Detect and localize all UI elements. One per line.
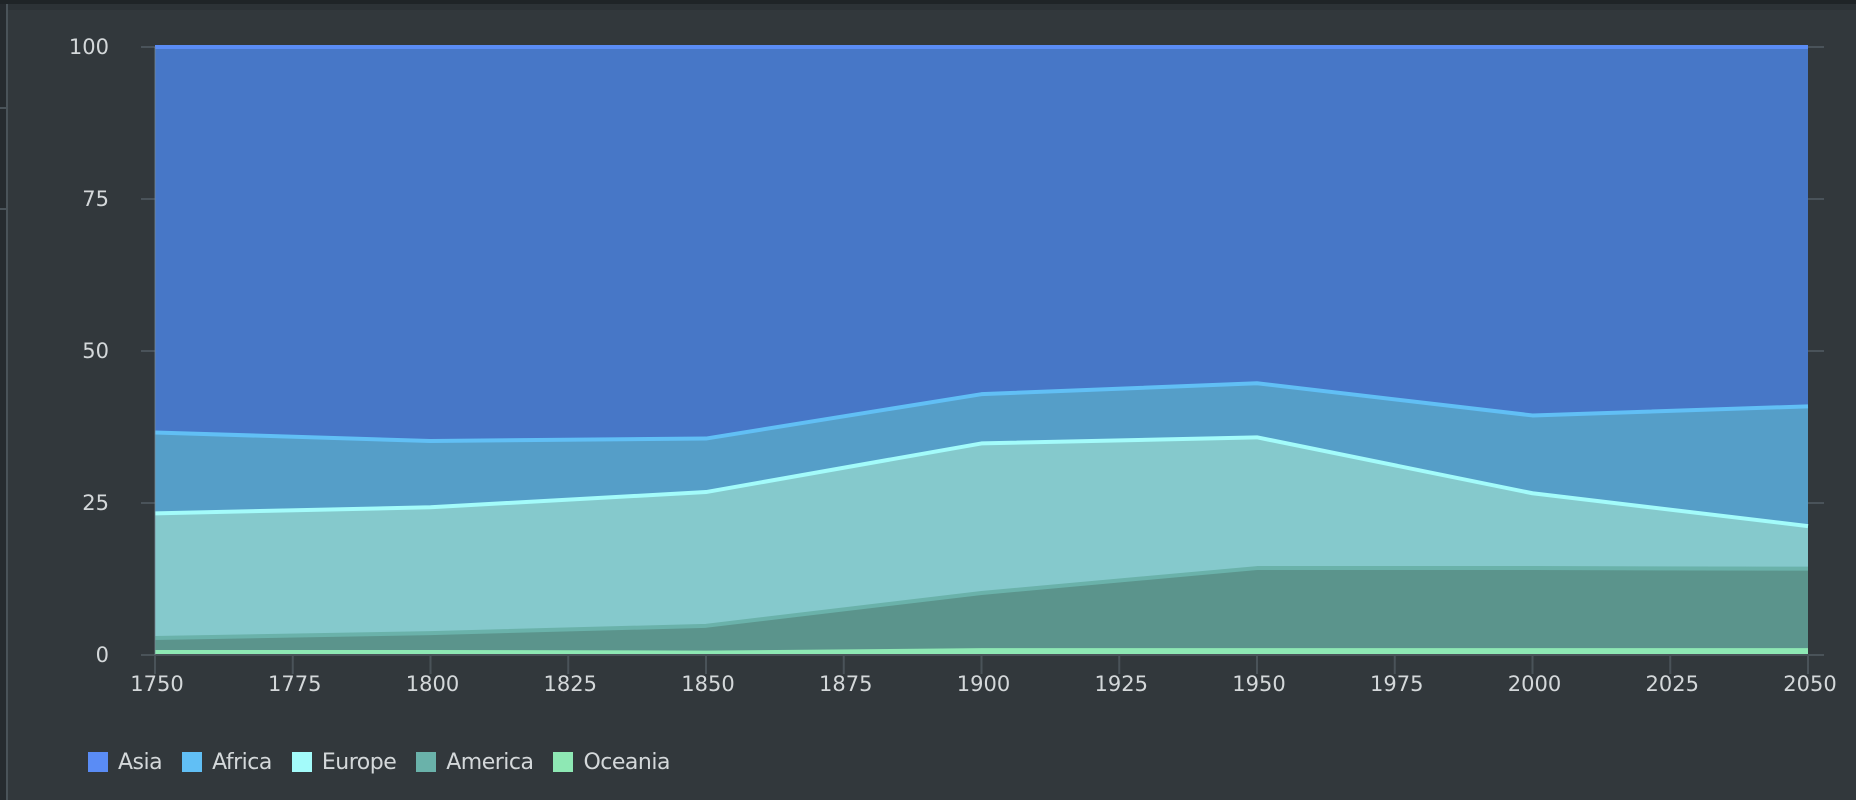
x-tick-label: 2000 — [1508, 672, 1561, 696]
legend-swatch-icon — [182, 752, 203, 772]
legend-label: Africa — [212, 749, 272, 775]
x-tick-label: 1875 — [819, 672, 872, 696]
legend-swatch-icon — [416, 752, 437, 772]
x-tick-label: 1750 — [130, 672, 183, 696]
legend-item-oceania[interactable]: Oceania — [553, 749, 670, 775]
x-tick-label: 1925 — [1095, 672, 1148, 696]
legend-item-america[interactable]: America — [416, 749, 534, 775]
legend-swatch-icon — [88, 752, 108, 772]
window-top-band — [0, 4, 1856, 10]
y-tick-label: 50 — [82, 339, 109, 363]
y-axis-tick-labels: 0 25 50 75 100 — [69, 35, 109, 667]
axes — [141, 47, 1824, 674]
x-tick-label: 1850 — [681, 672, 734, 696]
x-tick-label: 2025 — [1646, 672, 1699, 696]
legend-label: Asia — [118, 749, 163, 775]
x-tick-label: 1900 — [957, 672, 1010, 696]
legend-item-asia[interactable]: Asia — [88, 749, 163, 775]
area-africa[interactable] — [155, 383, 1808, 527]
legend-label: America — [446, 749, 534, 775]
legend-swatch-icon — [291, 752, 312, 772]
left-panel-border — [6, 4, 8, 800]
x-axis-tick-labels: 1750 1775 1800 1825 1850 1875 1900 1925 1950 1975… — [130, 672, 1836, 696]
legend-label: Oceania — [583, 749, 670, 775]
area-europe[interactable] — [155, 437, 1808, 638]
legend-item-africa[interactable]: Africa — [182, 750, 272, 775]
line-europe — [154, 435, 1809, 529]
area-series[interactable] — [155, 47, 1808, 655]
chart-legend: Asia Africa Europe America Oceania — [88, 749, 690, 775]
left-panel-edge — [0, 4, 6, 800]
x-tick-label: 1775 — [268, 672, 321, 696]
line-africa — [154, 381, 1809, 443]
x-tick-label: 1950 — [1232, 672, 1285, 696]
legend-swatch-icon — [553, 752, 574, 772]
series-lines — [154, 45, 1809, 655]
y-tick-label: 100 — [69, 35, 109, 59]
y-tick-label: 25 — [82, 491, 109, 515]
window-top-bar — [0, 0, 1856, 4]
x-tick-label: 1800 — [406, 672, 459, 696]
line-america — [154, 566, 1809, 640]
left-panel-mark — [0, 107, 6, 109]
line-oceania — [155, 648, 1808, 655]
y-tick-label: 75 — [82, 187, 109, 211]
area-asia[interactable] — [155, 47, 1808, 441]
left-panel-mark — [0, 208, 6, 210]
x-tick-label: 2050 — [1783, 672, 1836, 696]
legend-label: Europe — [321, 749, 397, 775]
x-tick-label: 1825 — [544, 672, 597, 696]
y-tick-label: 0 — [96, 643, 109, 667]
legend-item-europe[interactable]: Europe — [291, 749, 397, 775]
x-tick-label: 1975 — [1370, 672, 1423, 696]
